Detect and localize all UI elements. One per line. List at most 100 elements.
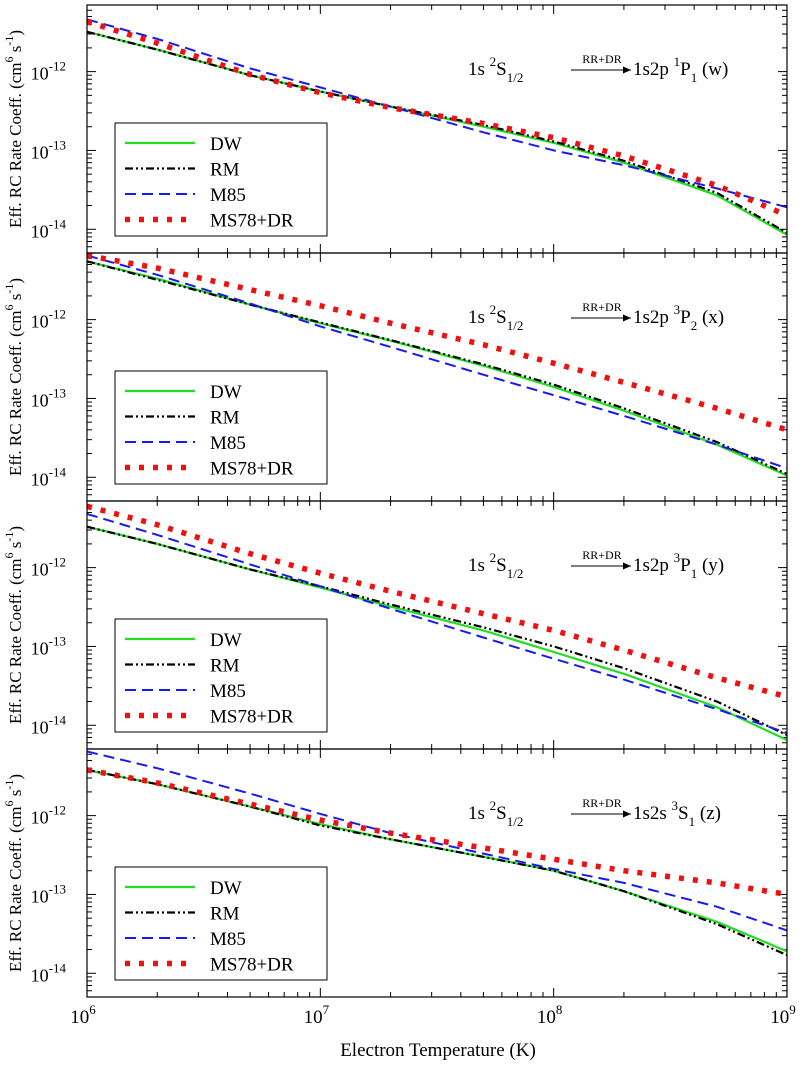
- legend: DW RM M85 MS78+DR: [114, 122, 328, 237]
- annotation-arrowhead: [623, 810, 631, 818]
- series-line-rm: [87, 768, 787, 957]
- legend-label: MS78+DR: [210, 211, 294, 232]
- series-group: [87, 750, 787, 957]
- legend: DW RM M85 MS78+DR: [114, 370, 328, 485]
- x-tick-label: 109: [770, 1002, 796, 1028]
- y-tick-label-base: 10: [31, 469, 49, 489]
- annotation-arrowhead: [623, 314, 631, 322]
- annotation-upper-level: 1s2p 3P1 (y): [633, 550, 724, 581]
- y-axis-label: Eff. RC Rate Coeff. (cm6 s-1): [2, 526, 25, 724]
- legend-label: MS78+DR: [210, 459, 294, 480]
- legend-label: DW: [210, 382, 242, 403]
- legend-label: RM: [210, 904, 240, 925]
- legend-label: M85: [210, 433, 246, 454]
- legend-label: M85: [210, 185, 246, 206]
- y-tick-label-base: 10: [31, 390, 49, 410]
- legend: DW RM M85 MS78+DR: [114, 866, 328, 981]
- y-tick-label-base: 10: [31, 808, 49, 828]
- y-tick-label: 10-13: [31, 633, 66, 658]
- series-line-ms78-dr: [87, 19, 787, 218]
- y-tick-label-exponent: -12: [49, 59, 66, 74]
- series-line-rm: [87, 260, 787, 476]
- panel-frame: [86, 748, 788, 998]
- y-axis-label: Eff. RC Rate Coeff. (cm6 s-1): [2, 278, 25, 476]
- x-tick-label: 107: [304, 1002, 330, 1028]
- x-tick-label: 108: [537, 1002, 563, 1028]
- annotation-arrow-label: RR+DR: [582, 300, 621, 314]
- y-tick-label: 10-14: [31, 216, 67, 241]
- y-tick-label-exponent: -12: [49, 555, 66, 570]
- y-tick-label: 10-12: [31, 555, 66, 580]
- series-line-m85: [87, 254, 787, 470]
- y-tick-label-base: 10: [31, 886, 49, 906]
- y-tick-label: 10-12: [31, 59, 66, 84]
- series-group: [87, 253, 787, 477]
- y-tick-label-exponent: -13: [49, 633, 66, 648]
- transition-annotation: 1s 2S1/2 RR+DR 1s2p 1P1 (w): [468, 52, 728, 85]
- y-tick-label: 10-14: [31, 464, 67, 489]
- legend-box: [114, 618, 328, 733]
- legend-label: RM: [210, 408, 240, 429]
- transition-annotation: 1s 2S1/2 RR+DR 1s2p 3P1 (y): [468, 548, 724, 581]
- y-tick-label-base: 10: [31, 560, 49, 580]
- annotation-arrow-label: RR+DR: [582, 52, 621, 66]
- y-tick-label-base: 10: [31, 64, 49, 84]
- legend-label: M85: [210, 681, 246, 702]
- annotation-lower-level: 1s 2S1/2: [468, 550, 523, 581]
- legend-label: DW: [210, 134, 242, 155]
- y-tick-label-exponent: -14: [49, 216, 67, 231]
- series-line-rm: [87, 525, 787, 737]
- y-tick-label: 10-13: [31, 385, 66, 410]
- transition-annotation: 1s 2S1/2 RR+DR 1s2p 3P2 (x): [468, 300, 724, 333]
- y-tick-label-exponent: -13: [49, 881, 66, 896]
- y-tick-label: 10-13: [31, 137, 66, 162]
- annotation-arrow-label: RR+DR: [582, 548, 621, 562]
- legend-label: M85: [210, 929, 246, 950]
- series-line-m85: [87, 750, 787, 932]
- x-axis: 106 107 108 109: [70, 1002, 796, 1028]
- annotation-lower-level: 1s 2S1/2: [468, 54, 523, 85]
- series-line-ms78-dr: [87, 503, 787, 700]
- y-tick-label-base: 10: [31, 221, 49, 241]
- series-group: [87, 503, 787, 741]
- series-group: [87, 18, 787, 236]
- y-axis-label: Eff. RC Rate Coeff. (cm6 s-1): [2, 774, 25, 972]
- y-tick-label-exponent: -14: [49, 960, 67, 975]
- y-tick-label-exponent: -14: [49, 712, 67, 727]
- transition-annotation: 1s 2S1/2 RR+DR 1s2s 3S1 (z): [468, 796, 721, 829]
- y-tick-label-base: 10: [31, 142, 49, 162]
- legend-label: MS78+DR: [210, 707, 294, 728]
- x-tick-label: 106: [70, 1002, 96, 1028]
- series-line-dw: [87, 525, 787, 741]
- y-tick-label: 10-12: [31, 307, 66, 332]
- legend-label: MS78+DR: [210, 955, 294, 976]
- series-line-rm: [87, 30, 787, 234]
- y-tick-label: 10-14: [31, 960, 67, 985]
- y-tick-label-exponent: -12: [49, 803, 66, 818]
- y-tick-label-exponent: -14: [49, 464, 67, 479]
- y-tick-label-base: 10: [31, 717, 49, 737]
- y-tick-label-exponent: -12: [49, 307, 66, 322]
- y-tick-label-base: 10: [31, 312, 49, 332]
- y-tick-label-base: 10: [31, 965, 49, 985]
- legend-label: RM: [210, 160, 240, 181]
- y-tick-label: 10-13: [31, 881, 66, 906]
- annotation-lower-level: 1s 2S1/2: [468, 302, 523, 333]
- legend: DW RM M85 MS78+DR: [114, 618, 328, 733]
- series-line-m85: [87, 512, 787, 734]
- annotation-arrowhead: [623, 562, 631, 570]
- y-tick-label-exponent: -13: [49, 385, 66, 400]
- annotation-arrowhead: [623, 66, 631, 74]
- legend-label: RM: [210, 656, 240, 677]
- annotation-upper-level: 1s2p 1P1 (w): [633, 54, 728, 85]
- annotation-lower-level: 1s 2S1/2: [468, 798, 523, 829]
- y-tick-label: 10-12: [31, 803, 66, 828]
- legend-box: [114, 122, 328, 237]
- series-line-m85: [87, 18, 787, 209]
- annotation-upper-level: 1s2p 3P2 (x): [633, 302, 724, 333]
